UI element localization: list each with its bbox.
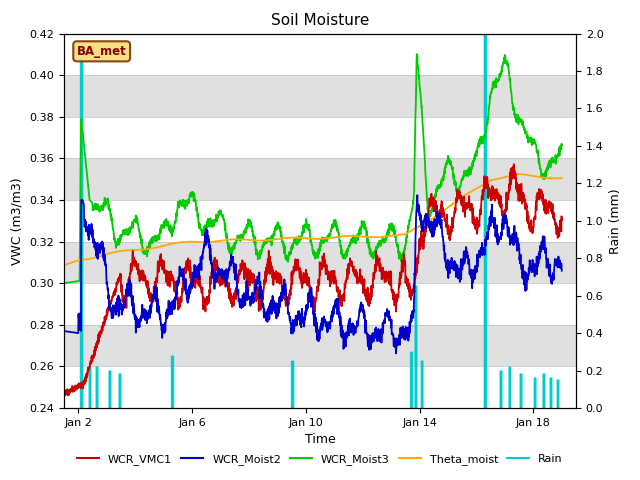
Bar xyxy=(64,325,576,366)
Bar xyxy=(64,241,576,283)
Bar xyxy=(64,366,576,408)
Bar xyxy=(64,200,576,241)
Bar xyxy=(64,34,576,75)
Y-axis label: Rain (mm): Rain (mm) xyxy=(609,188,622,253)
Y-axis label: VWC (m3/m3): VWC (m3/m3) xyxy=(11,177,24,264)
Bar xyxy=(64,117,576,158)
Title: Soil Moisture: Soil Moisture xyxy=(271,13,369,28)
Bar xyxy=(64,283,576,325)
Legend: WCR_VMC1, WCR_Moist2, WCR_Moist3, Theta_moist, Rain: WCR_VMC1, WCR_Moist2, WCR_Moist3, Theta_… xyxy=(72,450,568,469)
Bar xyxy=(64,75,576,117)
X-axis label: Time: Time xyxy=(305,433,335,446)
Text: BA_met: BA_met xyxy=(77,45,127,58)
Bar xyxy=(64,158,576,200)
